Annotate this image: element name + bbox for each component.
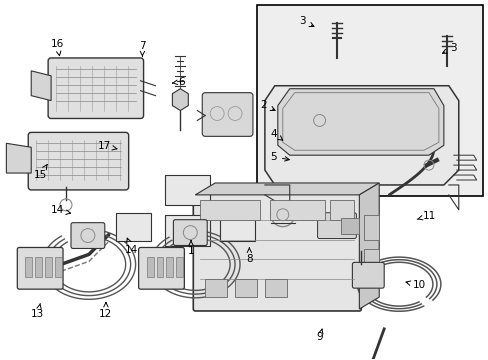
Polygon shape [195, 183, 379, 195]
Polygon shape [359, 183, 379, 309]
Polygon shape [31, 71, 51, 100]
Bar [116, 213, 150, 240]
FancyBboxPatch shape [193, 193, 361, 311]
Text: 11: 11 [416, 211, 435, 221]
Bar [364, 215, 379, 239]
Text: 17: 17 [98, 141, 117, 151]
Polygon shape [6, 143, 31, 173]
FancyBboxPatch shape [173, 220, 207, 246]
Bar [341, 218, 359, 234]
Text: 12: 12 [99, 302, 112, 319]
Text: 14: 14 [125, 238, 138, 255]
Text: 15: 15 [34, 165, 47, 180]
Text: 3: 3 [299, 16, 313, 27]
Bar [264, 279, 286, 297]
Bar [146, 257, 153, 277]
FancyBboxPatch shape [71, 223, 104, 248]
Bar [25, 257, 32, 277]
Bar [45, 257, 52, 277]
FancyBboxPatch shape [352, 262, 384, 288]
Text: 7: 7 [139, 41, 145, 57]
Polygon shape [172, 89, 188, 111]
Text: 10: 10 [405, 280, 425, 291]
Bar [165, 215, 210, 247]
Text: 1: 1 [187, 241, 194, 256]
Text: 14: 14 [51, 205, 70, 215]
Bar [256, 5, 482, 196]
Text: 9: 9 [316, 329, 323, 342]
Text: 8: 8 [245, 248, 252, 264]
FancyBboxPatch shape [202, 93, 252, 136]
Bar [220, 213, 254, 240]
Text: 13: 13 [31, 303, 44, 319]
Text: 6: 6 [172, 77, 184, 87]
Bar [269, 200, 324, 220]
Bar [235, 279, 256, 297]
Bar [165, 175, 210, 205]
Bar [176, 257, 183, 277]
Polygon shape [277, 89, 443, 155]
Bar [156, 257, 163, 277]
Bar [200, 200, 260, 220]
Text: 4: 4 [270, 129, 282, 140]
Bar [203, 193, 300, 264]
Text: 16: 16 [51, 39, 64, 56]
FancyBboxPatch shape [17, 247, 63, 289]
FancyBboxPatch shape [48, 58, 143, 118]
Text: 5: 5 [270, 152, 289, 162]
Bar [364, 249, 379, 274]
FancyBboxPatch shape [28, 132, 128, 190]
FancyBboxPatch shape [317, 213, 356, 239]
Text: 3: 3 [442, 43, 456, 53]
Text: 2: 2 [260, 100, 275, 111]
Bar [205, 279, 226, 297]
FancyBboxPatch shape [138, 247, 184, 289]
Bar [166, 257, 173, 277]
Bar [329, 200, 354, 220]
Bar [55, 257, 62, 277]
Polygon shape [264, 86, 458, 185]
Bar [35, 257, 42, 277]
